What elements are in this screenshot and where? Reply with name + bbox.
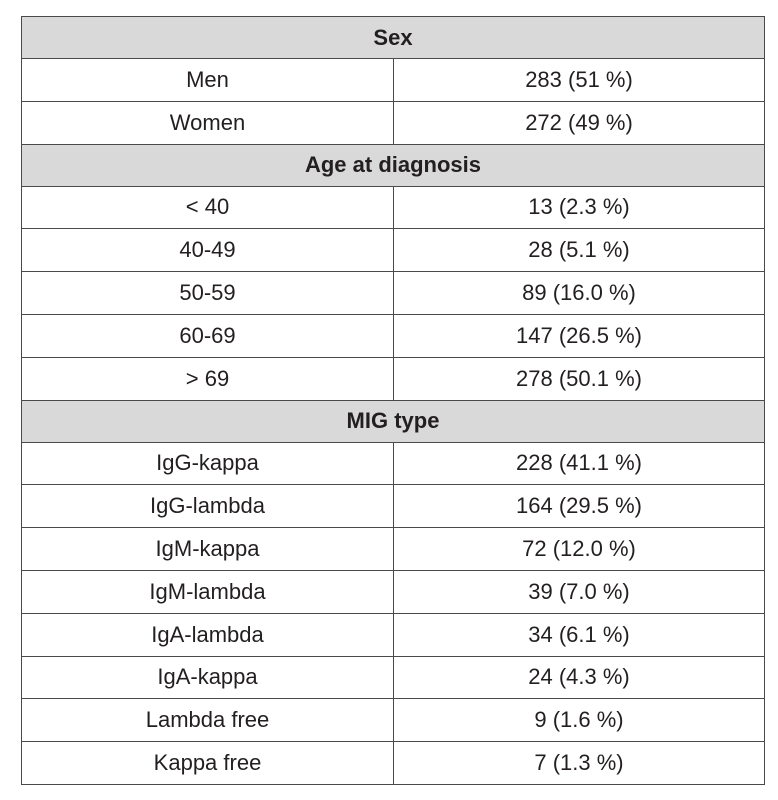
table-row: IgM-kappa 72 (12.0 %) bbox=[21, 527, 765, 571]
row-value: 9 (1.6 %) bbox=[393, 698, 765, 743]
row-label: 50-59 bbox=[21, 271, 394, 315]
row-value: 24 (4.3 %) bbox=[393, 655, 765, 700]
row-value: 283 (51 %) bbox=[393, 58, 765, 102]
row-label: IgG-lambda bbox=[21, 484, 394, 529]
row-value: 164 (29.5 %) bbox=[393, 484, 765, 529]
row-value: 272 (49 %) bbox=[393, 100, 765, 145]
row-value: 89 (16.0 %) bbox=[393, 271, 765, 315]
row-label: IgM-lambda bbox=[21, 569, 394, 614]
row-value: 278 (50.1 %) bbox=[393, 356, 765, 401]
statistics-table: Sex Men 283 (51 %) Women 272 (49 %) Age … bbox=[21, 16, 765, 785]
row-label: Kappa free bbox=[21, 741, 394, 785]
row-label: IgA-kappa bbox=[21, 655, 394, 700]
row-label: 60-69 bbox=[21, 313, 394, 358]
row-label: IgG-kappa bbox=[21, 441, 394, 486]
table-row: Lambda free 9 (1.6 %) bbox=[21, 698, 765, 743]
table-row: > 69 278 (50.1 %) bbox=[21, 356, 765, 401]
table-row: < 40 13 (2.3 %) bbox=[21, 185, 765, 230]
table-row: Kappa free 7 (1.3 %) bbox=[21, 741, 765, 785]
row-value: 39 (7.0 %) bbox=[393, 569, 765, 614]
section-heading-sex: Sex bbox=[21, 16, 765, 59]
row-label: Women bbox=[21, 100, 394, 145]
section-header-row: Age at diagnosis bbox=[21, 143, 765, 187]
row-label: > 69 bbox=[21, 356, 394, 401]
row-value: 147 (26.5 %) bbox=[393, 313, 765, 358]
table-row: 40-49 28 (5.1 %) bbox=[21, 228, 765, 273]
row-value: 34 (6.1 %) bbox=[393, 612, 765, 657]
row-value: 28 (5.1 %) bbox=[393, 228, 765, 273]
table-row: IgM-lambda 39 (7.0 %) bbox=[21, 569, 765, 614]
section-heading-age-at-diagnosis: Age at diagnosis bbox=[21, 143, 765, 187]
table-row: IgG-lambda 164 (29.5 %) bbox=[21, 484, 765, 529]
row-label: < 40 bbox=[21, 185, 394, 230]
table-row: IgG-kappa 228 (41.1 %) bbox=[21, 441, 765, 486]
table-body: Sex Men 283 (51 %) Women 272 (49 %) Age … bbox=[21, 16, 765, 785]
row-label: Men bbox=[21, 58, 394, 102]
table-row: IgA-kappa 24 (4.3 %) bbox=[21, 655, 765, 700]
section-heading-mig-type: MIG type bbox=[21, 399, 765, 443]
row-value: 228 (41.1 %) bbox=[393, 441, 765, 486]
section-header-row: MIG type bbox=[21, 399, 765, 443]
table-row: Women 272 (49 %) bbox=[21, 100, 765, 145]
row-value: 72 (12.0 %) bbox=[393, 527, 765, 571]
row-value: 13 (2.3 %) bbox=[393, 185, 765, 230]
section-header-row: Sex bbox=[21, 16, 765, 59]
row-label: Lambda free bbox=[21, 698, 394, 743]
table-row: Men 283 (51 %) bbox=[21, 58, 765, 102]
table-row: 60-69 147 (26.5 %) bbox=[21, 313, 765, 358]
table-row: 50-59 89 (16.0 %) bbox=[21, 271, 765, 315]
row-label: IgA-lambda bbox=[21, 612, 394, 657]
table-row: IgA-lambda 34 (6.1 %) bbox=[21, 612, 765, 657]
row-label: IgM-kappa bbox=[21, 527, 394, 571]
row-label: 40-49 bbox=[21, 228, 394, 273]
row-value: 7 (1.3 %) bbox=[393, 741, 765, 785]
